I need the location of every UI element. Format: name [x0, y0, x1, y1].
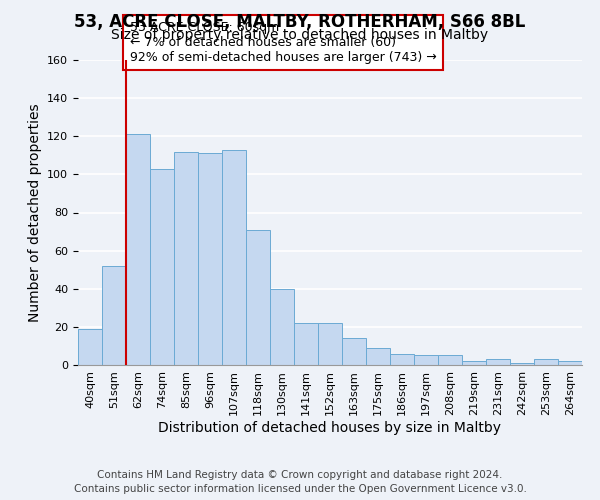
- Bar: [342, 338, 366, 365]
- Y-axis label: Number of detached properties: Number of detached properties: [28, 103, 41, 322]
- Text: 53 ACRE CLOSE: 60sqm
← 7% of detached houses are smaller (60)
92% of semi-detach: 53 ACRE CLOSE: 60sqm ← 7% of detached ho…: [130, 21, 436, 64]
- Bar: [534, 360, 558, 365]
- Bar: [390, 354, 414, 365]
- Bar: [150, 168, 174, 365]
- Bar: [558, 361, 582, 365]
- Bar: [270, 289, 294, 365]
- Bar: [246, 230, 270, 365]
- Bar: [198, 154, 222, 365]
- Bar: [414, 356, 438, 365]
- X-axis label: Distribution of detached houses by size in Maltby: Distribution of detached houses by size …: [158, 420, 502, 434]
- Text: Contains HM Land Registry data © Crown copyright and database right 2024.
Contai: Contains HM Land Registry data © Crown c…: [74, 470, 526, 494]
- Bar: [222, 150, 246, 365]
- Bar: [486, 360, 510, 365]
- Text: Size of property relative to detached houses in Maltby: Size of property relative to detached ho…: [112, 28, 488, 42]
- Bar: [510, 363, 534, 365]
- Bar: [366, 348, 390, 365]
- Text: 53, ACRE CLOSE, MALTBY, ROTHERHAM, S66 8BL: 53, ACRE CLOSE, MALTBY, ROTHERHAM, S66 8…: [74, 12, 526, 30]
- Bar: [318, 323, 342, 365]
- Bar: [174, 152, 198, 365]
- Bar: [462, 361, 486, 365]
- Bar: [102, 266, 126, 365]
- Bar: [78, 329, 102, 365]
- Bar: [294, 323, 318, 365]
- Bar: [126, 134, 150, 365]
- Bar: [438, 356, 462, 365]
